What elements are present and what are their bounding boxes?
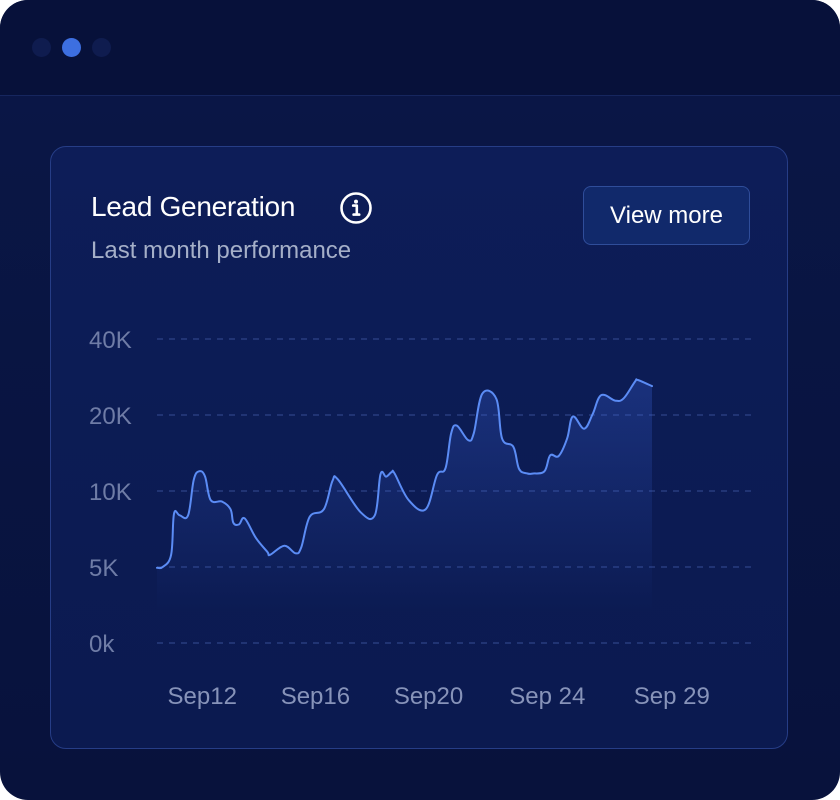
y-tick-label: 5K [89,555,118,582]
x-tick-label: Sep 24 [509,683,585,710]
y-tick-label: 0k [89,631,115,658]
window-titlebar [0,0,840,96]
series-area-leads [157,379,652,613]
y-tick-label: 10K [89,479,132,506]
y-tick-label: 40K [89,327,132,354]
card-title: Lead Generation [91,191,296,222]
y-tick-label: 20K [89,403,132,430]
x-tick-label: Sep16 [281,683,350,710]
window-control-minimize[interactable] [62,38,81,57]
view-more-button[interactable]: View more [583,186,750,245]
window-control-close[interactable] [32,38,51,57]
series-line-leads [156,378,653,570]
info-icon[interactable] [339,191,373,225]
lead-generation-chart: 0k 5K 10K 20K 40K Sep12 Sep16 Sep20 Sep 24 Sep 2… [89,327,756,710]
x-tick-label: Sep 29 [634,683,710,710]
x-tick-label: Sep12 [168,683,237,710]
x-tick-label: Sep20 [394,683,463,710]
window-control-maximize[interactable] [92,38,111,57]
card-subtitle: Last month performance [91,237,352,264]
lead-generation-card: Lead Generation Last month performance V… [50,146,788,749]
